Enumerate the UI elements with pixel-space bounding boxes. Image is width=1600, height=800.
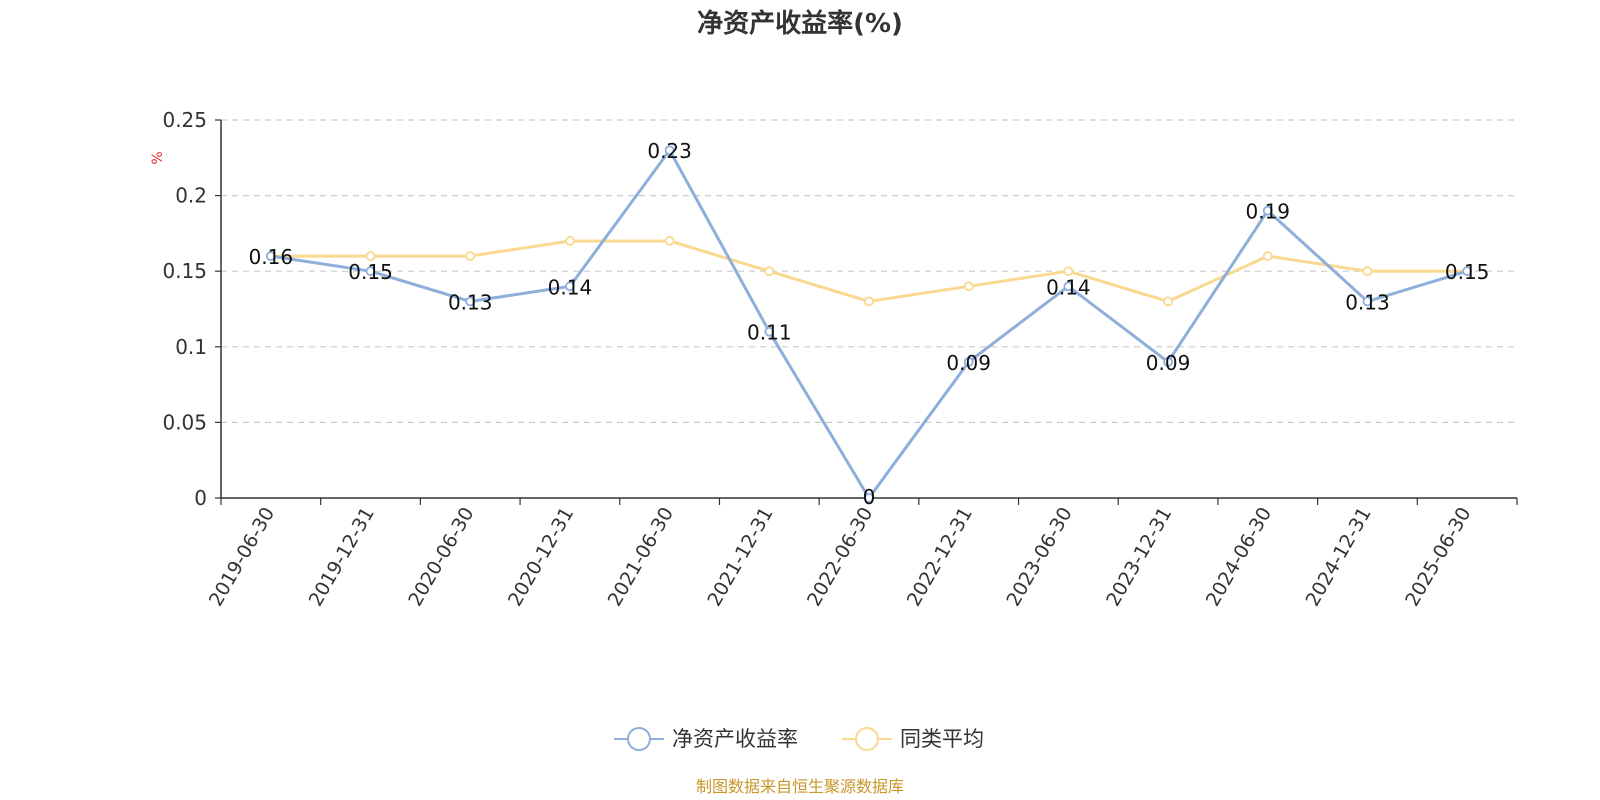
series-1-point [864,296,874,307]
legend-item-0[interactable]: 净资产收益率 [614,727,798,751]
data-labels: 0.16 0.15 0.13 0.14 0.23 0.11 0 0.09 0.14 0.09 0.1… [249,139,1490,509]
legend-label: 净资产收益率 [672,727,798,751]
x-tick-label: 2022-12-31 [903,504,977,611]
series-1-point [664,236,675,246]
data-label: 0.23 [647,139,692,163]
series-0-point [1163,357,1173,367]
legend[interactable]: 净资产收益率 同类平均 [614,727,984,751]
data-label: 0.09 [1146,351,1191,375]
series-0-point [265,251,276,261]
y-axis-unit-label: % [150,151,166,164]
series-1-point [963,281,974,292]
legend-label: 同类平均 [900,727,984,751]
x-tick-label: 2023-06-30 [1002,504,1076,611]
data-label: 0.15 [1445,260,1490,284]
series-0-point [664,145,675,156]
series-1-point [1163,296,1173,307]
series-0-point [565,281,575,292]
y-tick-label: 0.25 [162,108,207,132]
data-label: 0.11 [747,321,792,345]
legend-item-1[interactable]: 同类平均 [842,727,984,751]
series-1-point [565,236,575,246]
data-label: 0.16 [249,245,294,269]
x-tick-label: 2020-06-30 [404,504,478,611]
x-tick-label: 2022-06-30 [803,504,877,611]
y-tick-label: 0.2 [175,184,207,208]
chart-title: 净资产收益率(%) [697,8,903,39]
legend-swatch-marker [627,727,651,751]
data-label: 0 [863,485,876,509]
series-0-point [465,296,476,307]
y-tick-label: 0.15 [162,259,207,283]
x-tick-label: 2021-06-30 [604,504,678,611]
y-tick-label: 0.05 [162,410,207,434]
data-label: 0.15 [348,260,393,284]
series-0-point [1462,266,1473,277]
x-tick-label: 2023-12-31 [1102,504,1176,611]
data-label: 0.19 [1246,200,1291,224]
data-label: 0.09 [946,351,991,375]
series-0-point [365,266,376,277]
y-tick-label: 0.1 [175,335,207,359]
series-0-point [764,326,775,337]
data-label: 0.13 [448,290,493,314]
series-1-point [1063,266,1074,277]
x-tick-label: 2025-06-30 [1401,504,1475,611]
series-1-point [1362,266,1373,277]
x-tick-label: 2021-12-31 [703,504,777,611]
data-label: 0.14 [1046,275,1091,299]
series-0-point [963,357,974,367]
data-label: 0.13 [1345,290,1390,314]
data-label: 0.14 [548,275,593,299]
axes: 0 0.05 0.1 0.15 0.2 0.25 2019-06-30 2019-12-31 2… [162,108,1518,611]
grid-lines [221,119,1517,423]
x-tick-label: 2019-06-30 [205,504,279,611]
x-tick-label: 2024-12-31 [1302,504,1376,611]
x-tick-label: 2024-06-30 [1202,504,1276,611]
legend-swatch-marker [855,727,879,751]
x-tick-label: 2019-12-31 [305,504,379,611]
series-0-point [1262,205,1273,216]
x-tick-label: 2020-12-31 [504,504,578,611]
series-1-point [465,251,476,261]
source-note: 制图数据来自恒生聚源数据库 [696,777,904,796]
y-tick-label: 0 [194,486,207,510]
series-1-point [1262,251,1273,261]
series-lines [265,145,1473,503]
series-0-point [1063,281,1074,292]
series-1-point [764,266,775,277]
series-0-point [864,493,874,503]
series-0-point [1362,296,1373,307]
series-1-point [365,251,376,261]
